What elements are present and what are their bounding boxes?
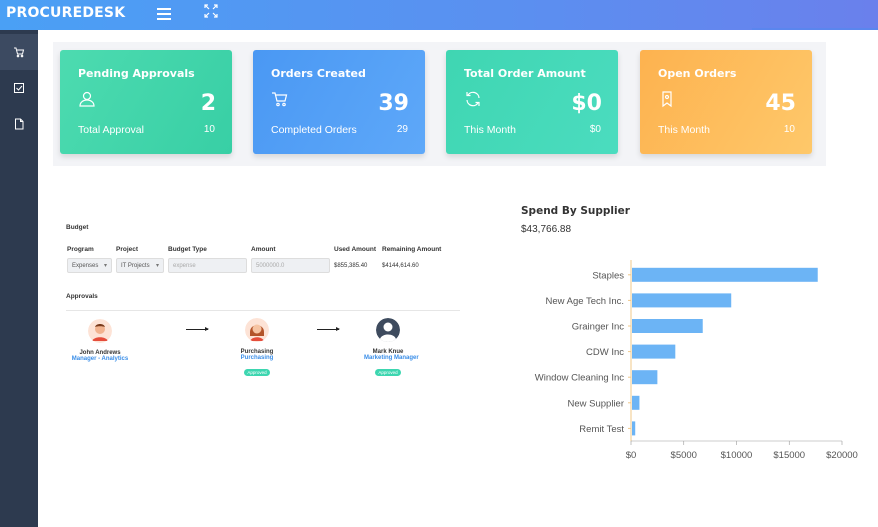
approvals-title: Approvals [66, 293, 98, 300]
category-label: Window Cleaning Inc [535, 373, 624, 384]
header-used-amount: Used Amount [334, 246, 377, 253]
category-label: CDW Inc [586, 347, 624, 358]
top-navbar: PROCUREDESK [0, 0, 878, 30]
x-tick-label: $20000 [826, 450, 858, 461]
card-title: Pending Approvals [78, 67, 195, 80]
card-sub-value: 10 [203, 124, 215, 135]
approver-role: Manager - Analytics [71, 356, 129, 362]
header-amount: Amount [251, 246, 276, 253]
spend-by-supplier-chart: Staples New Age Tech Inc. Grainger Inc CDW … [535, 260, 858, 461]
used-amount-value: $855,385.40 [334, 263, 368, 269]
approver-1: John Andrews Manager - Analytics [68, 319, 132, 362]
bar-staples[interactable] [632, 267, 818, 282]
bar-remit-test[interactable] [632, 421, 636, 436]
card-open-orders[interactable]: Open Orders 45 This Month 10 [640, 50, 812, 154]
approver-role: Marketing Manager [364, 355, 419, 361]
card-sub-value: 29 [396, 124, 408, 135]
spend-chart-title: Spend By Supplier [521, 205, 630, 217]
approver-name: John Andrews [79, 350, 121, 356]
avatar [376, 318, 400, 343]
card-sub-label: Total Approval [78, 124, 144, 136]
topbar-accent-strip [752, 28, 878, 30]
bar-cdw-inc[interactable] [632, 344, 676, 359]
header-budget-type: Budget Type [168, 246, 207, 253]
bar-grainger-inc[interactable] [632, 319, 703, 333]
card-value: $0 [571, 91, 602, 116]
sidebar-item-approvals[interactable] [0, 70, 38, 106]
budget-title: Budget [66, 224, 89, 231]
program-select[interactable]: Expenses [67, 258, 112, 273]
arrow-right-icon [317, 327, 340, 331]
bookmark-icon [662, 91, 672, 108]
refresh-icon [466, 91, 480, 107]
card-sub-label: Completed Orders [271, 124, 357, 136]
checkbox-icon [14, 83, 24, 93]
sidebar-item-documents[interactable] [0, 106, 38, 142]
brand-logo[interactable]: PROCUREDESK [6, 5, 126, 21]
card-pending-approvals[interactable]: Pending Approvals 2 Total Approval 10 [60, 50, 232, 154]
header-program: Program [67, 246, 94, 253]
hamburger-menu-icon[interactable] [157, 8, 171, 20]
header-remaining-amount: Remaining Amount [382, 246, 442, 253]
amount-input[interactable]: 5000000.0 [251, 258, 330, 273]
sidebar [0, 30, 38, 527]
avatar [245, 318, 269, 342]
arrow-right-icon [186, 327, 209, 331]
category-label: Staples [592, 270, 624, 281]
card-orders-created[interactable]: Orders Created 39 Completed Orders 29 [253, 50, 425, 154]
avatar [88, 319, 112, 343]
user-icon [79, 91, 95, 107]
project-select[interactable]: IT Projects [116, 258, 164, 273]
category-label: New Age Tech Inc. [545, 296, 624, 307]
x-tick-label: $0 [626, 450, 637, 461]
card-title: Total Order Amount [464, 67, 586, 80]
header-project: Project [116, 246, 139, 253]
category-label: New Supplier [568, 398, 625, 409]
sidebar-gap [38, 30, 41, 450]
bar-new-age-tech-inc[interactable] [632, 293, 732, 308]
card-title: Open Orders [658, 67, 737, 80]
approver-name: Purchasing [240, 349, 274, 355]
approver-name: Mark Knue [372, 349, 404, 355]
card-sub-label: This Month [658, 124, 710, 136]
category-label: Grainger Inc [572, 322, 625, 333]
remaining-amount-value: $4144,614.60 [382, 263, 419, 269]
card-sub-value: 10 [783, 124, 795, 135]
card-sub-value: $0 [589, 124, 601, 135]
status-badge: Approved [244, 369, 270, 376]
category-label: Remit Test [579, 424, 624, 435]
card-value: 45 [765, 91, 796, 116]
bar-window-cleaning-inc[interactable] [632, 370, 658, 385]
card-title: Orders Created [271, 67, 366, 80]
document-icon [15, 118, 24, 130]
card-value: 39 [378, 91, 409, 116]
sidebar-bottom [0, 450, 38, 527]
spend-total: $43,766.88 [521, 224, 572, 235]
bar-new-supplier[interactable] [632, 395, 640, 410]
card-total-order-amount[interactable]: Total Order Amount $0 This Month $0 [446, 50, 618, 154]
approver-3: Mark Knue Marketing Manager Approved [364, 318, 419, 379]
cart-icon [14, 47, 25, 58]
status-badge: Approved [375, 369, 401, 376]
card-sub-label: This Month [464, 124, 516, 136]
x-tick-label: $10000 [721, 450, 753, 461]
x-tick-label: $15000 [773, 450, 805, 461]
sidebar-item-orders[interactable] [0, 34, 38, 70]
cart-icon [272, 92, 288, 107]
budget-type-input[interactable]: expense [168, 258, 247, 273]
stats-panel: Pending Approvals 2 Total Approval 10 Or… [53, 42, 826, 166]
x-tick-label: $5000 [671, 450, 697, 461]
approver-2: Purchasing Purchasing Approved [234, 318, 280, 379]
divider [66, 310, 460, 311]
card-value: 2 [200, 91, 216, 116]
approver-role: Purchasing [240, 355, 274, 361]
fullscreen-icon[interactable] [204, 4, 218, 18]
